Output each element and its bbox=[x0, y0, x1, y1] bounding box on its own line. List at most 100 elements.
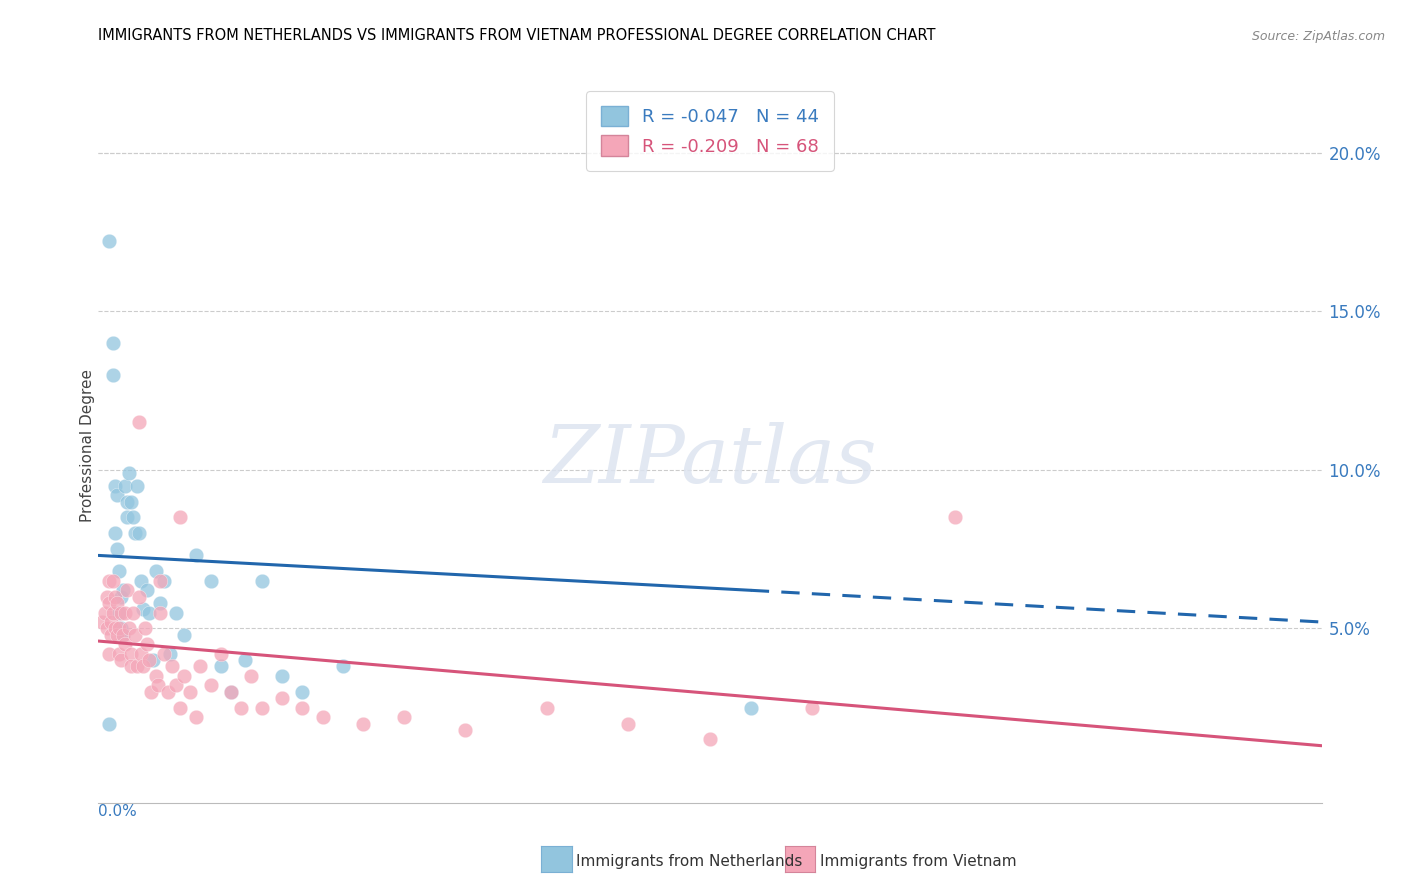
Point bbox=[104, 621, 127, 635]
Point bbox=[129, 574, 152, 588]
Point bbox=[124, 526, 146, 541]
Point bbox=[270, 669, 294, 683]
Point bbox=[114, 606, 136, 620]
Point bbox=[120, 494, 142, 508]
Point bbox=[159, 647, 181, 661]
Point bbox=[110, 590, 132, 604]
Point bbox=[145, 564, 167, 578]
Point bbox=[152, 647, 174, 661]
Point bbox=[801, 700, 824, 714]
Point bbox=[128, 590, 150, 604]
Text: 0.0%: 0.0% bbox=[98, 804, 138, 819]
Point bbox=[101, 368, 124, 382]
Point bbox=[146, 678, 169, 692]
Point bbox=[93, 606, 115, 620]
Point bbox=[142, 653, 165, 667]
Point bbox=[250, 700, 273, 714]
Point bbox=[108, 606, 131, 620]
Point bbox=[124, 628, 146, 642]
Text: ZIPatlas: ZIPatlas bbox=[543, 422, 877, 499]
Point bbox=[233, 653, 256, 667]
Point bbox=[186, 710, 208, 724]
Point bbox=[291, 685, 314, 699]
Point bbox=[122, 510, 145, 524]
Legend: R = -0.047   N = 44, R = -0.209   N = 68: R = -0.047 N = 44, R = -0.209 N = 68 bbox=[586, 91, 834, 170]
Point bbox=[110, 621, 132, 635]
Point bbox=[100, 628, 122, 642]
Point bbox=[91, 615, 114, 629]
Point bbox=[101, 574, 124, 588]
Point bbox=[240, 669, 263, 683]
Point bbox=[160, 659, 183, 673]
Text: Source: ZipAtlas.com: Source: ZipAtlas.com bbox=[1251, 30, 1385, 43]
Point bbox=[96, 621, 118, 635]
Point bbox=[127, 478, 149, 492]
Point bbox=[115, 583, 138, 598]
Point bbox=[617, 716, 640, 731]
Point bbox=[108, 647, 131, 661]
Point bbox=[231, 700, 253, 714]
Point bbox=[105, 488, 128, 502]
Point bbox=[156, 685, 179, 699]
Text: Immigrants from Netherlands: Immigrants from Netherlands bbox=[576, 855, 803, 869]
Point bbox=[101, 606, 124, 620]
Point bbox=[136, 583, 159, 598]
Point bbox=[97, 596, 120, 610]
Point bbox=[200, 678, 222, 692]
Point bbox=[120, 659, 142, 673]
Point bbox=[312, 710, 335, 724]
Point bbox=[118, 466, 141, 480]
Point bbox=[115, 494, 138, 508]
Point bbox=[108, 564, 131, 578]
Point bbox=[149, 574, 172, 588]
Point bbox=[114, 478, 136, 492]
Point bbox=[110, 653, 132, 667]
Point bbox=[104, 526, 127, 541]
Point bbox=[111, 583, 134, 598]
Point bbox=[100, 615, 122, 629]
Point bbox=[943, 510, 966, 524]
Point bbox=[149, 606, 172, 620]
Point bbox=[111, 628, 134, 642]
Point bbox=[120, 647, 142, 661]
Y-axis label: Professional Degree: Professional Degree bbox=[80, 369, 94, 523]
Point bbox=[101, 335, 124, 350]
Point bbox=[188, 659, 212, 673]
Point bbox=[179, 685, 201, 699]
Point bbox=[169, 510, 191, 524]
Point bbox=[104, 478, 127, 492]
Point bbox=[138, 606, 160, 620]
Point bbox=[200, 574, 222, 588]
Point bbox=[118, 621, 141, 635]
Point bbox=[97, 574, 120, 588]
Point bbox=[104, 590, 127, 604]
Point bbox=[97, 647, 120, 661]
Point bbox=[141, 685, 163, 699]
Text: Immigrants from Vietnam: Immigrants from Vietnam bbox=[820, 855, 1017, 869]
Point bbox=[169, 700, 191, 714]
Point bbox=[392, 710, 416, 724]
Point bbox=[270, 691, 294, 706]
Point bbox=[536, 700, 558, 714]
Point bbox=[136, 637, 159, 651]
Point bbox=[105, 628, 128, 642]
Point bbox=[152, 574, 174, 588]
Point bbox=[97, 716, 120, 731]
Point bbox=[132, 659, 155, 673]
Point bbox=[145, 669, 167, 683]
Point bbox=[149, 596, 172, 610]
Point bbox=[138, 653, 160, 667]
Point bbox=[122, 606, 145, 620]
Point bbox=[699, 732, 721, 747]
Point bbox=[291, 700, 314, 714]
Point bbox=[332, 659, 354, 673]
Point bbox=[114, 637, 136, 651]
Point bbox=[108, 621, 131, 635]
Point bbox=[186, 549, 208, 563]
Point bbox=[165, 606, 187, 620]
Point bbox=[134, 621, 156, 635]
Point bbox=[97, 235, 120, 249]
Point bbox=[209, 647, 232, 661]
Point bbox=[132, 602, 155, 616]
Point bbox=[105, 596, 128, 610]
